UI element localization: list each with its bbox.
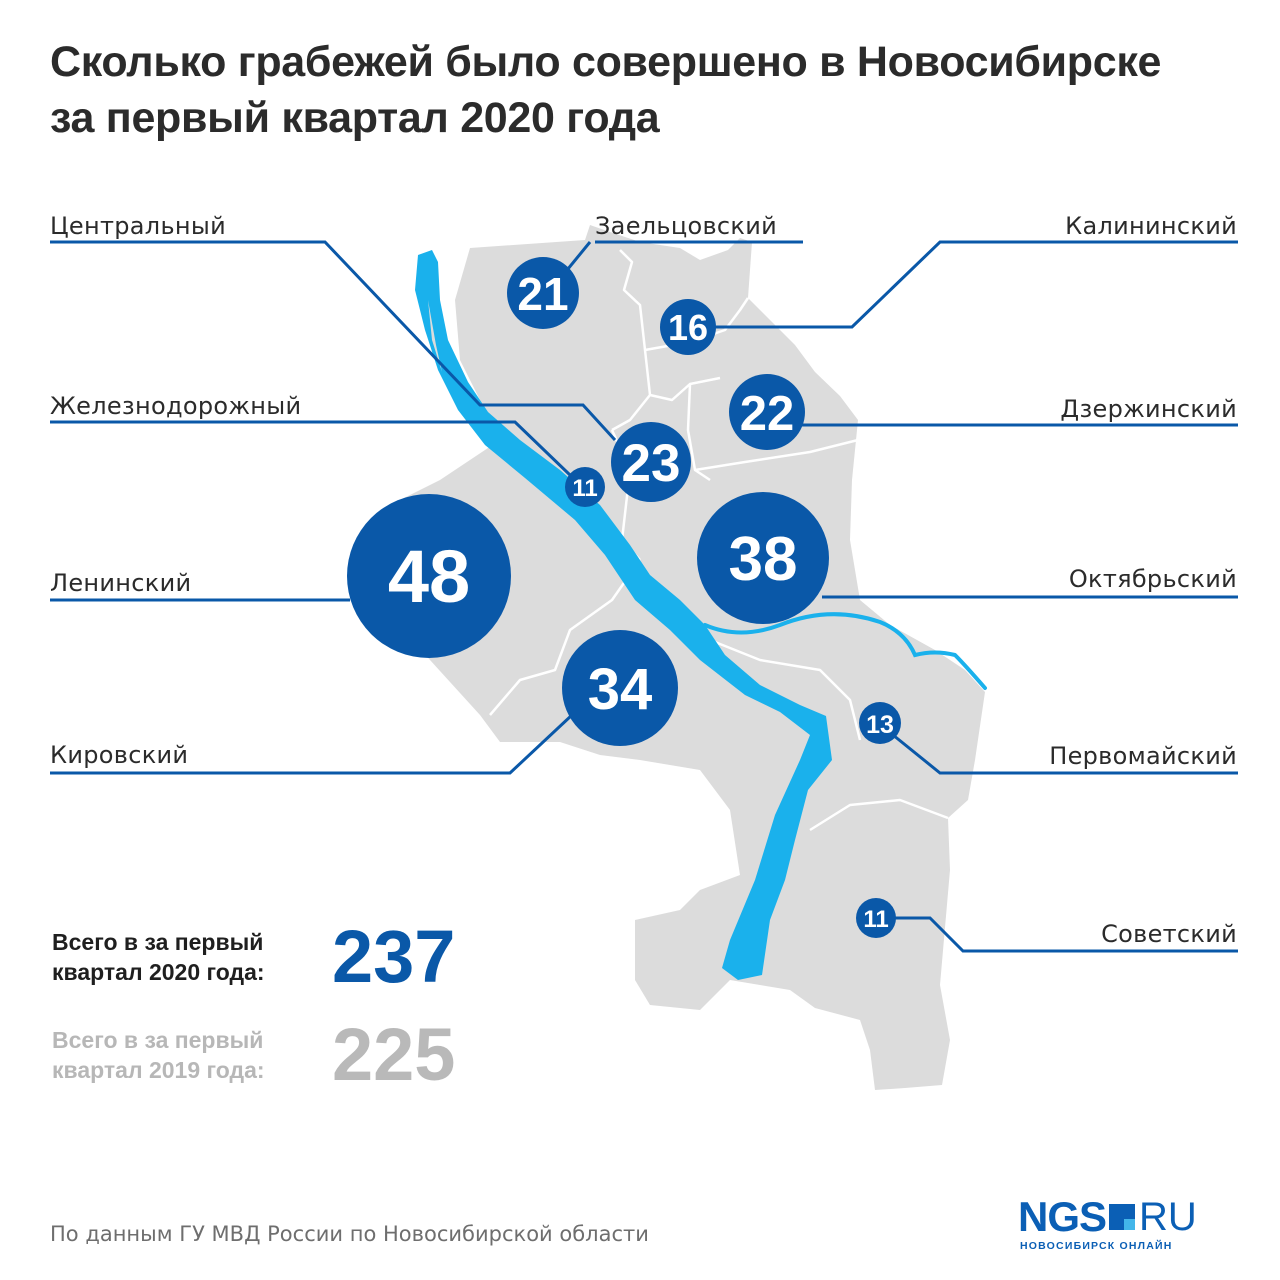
total-2020-value: 237 (332, 915, 456, 998)
label-pervomaysky: Первомайский (1049, 742, 1237, 770)
title-line-1: Сколько грабежей было совершено в Новоси… (50, 38, 1162, 86)
bubble-kalininsky: 16 (660, 299, 716, 355)
page-title: Сколько грабежей было совершено в Новоси… (50, 34, 1250, 146)
bubble-zaeltsovsky: 21 (507, 257, 579, 329)
label-sovetsky: Советский (1101, 920, 1237, 948)
bubble-leninsky: 48 (347, 494, 511, 658)
logo-square-icon (1109, 1204, 1136, 1230)
total-2019-label: Всего в за первый квартал 2019 года: (52, 1027, 265, 1083)
label-leninsky: Ленинский (50, 569, 191, 597)
value-kalininsky: 16 (668, 307, 708, 348)
logo-brand: NGS (1018, 1193, 1107, 1240)
total-2019: Всего в за первый квартал 2019 года: 225 (52, 1018, 472, 1092)
bubble-kirovsky: 34 (562, 630, 678, 746)
total-2019-value: 225 (332, 1013, 456, 1096)
bubble-sovetsky: 11 (856, 898, 896, 938)
title-line-2: за первый квартал 2020 года (50, 94, 660, 142)
bubble-tsentralny: 23 (611, 422, 691, 502)
label-zaeltsovsky: Заельцовский (595, 212, 777, 240)
value-dzerzhinsky: 22 (740, 387, 795, 441)
value-pervomaysky: 13 (866, 711, 894, 739)
value-leninsky: 48 (388, 535, 470, 618)
logo-domain: RU (1139, 1195, 1197, 1239)
label-kirovsky: Кировский (50, 741, 188, 769)
bubble-dzerzhinsky: 22 (729, 374, 805, 450)
bubble-zheleznodorozhny: 11 (565, 467, 605, 507)
leader-lines (50, 240, 1238, 953)
inya-river (703, 612, 987, 690)
bubble-oktyabrsky: 38 (697, 492, 829, 624)
label-kalininsky: Калининский (1065, 212, 1237, 240)
bubble-pervomaysky: 13 (859, 702, 901, 744)
label-oktyabrsky: Октябрьский (1069, 565, 1237, 593)
total-2020-label: Всего в за первый квартал 2020 года: (52, 929, 265, 985)
label-zheleznodorozhny: Железнодорожный (50, 392, 301, 420)
label-dzerzhinsky: Дзержинский (1060, 395, 1237, 423)
value-sovetsky: 11 (863, 906, 888, 933)
label-tsentralny: Центральный (50, 212, 226, 240)
source-note: По данным ГУ МВД России по Новосибирской… (50, 1222, 649, 1246)
total-2020: Всего в за первый квартал 2020 года: 237 (52, 920, 472, 994)
ngs-logo[interactable]: NGS RU НОВОСИБИРСК ОНЛАЙН (1018, 1196, 1240, 1258)
logo-subtitle: НОВОСИБИРСК ОНЛАЙН (1020, 1240, 1173, 1252)
city-territory (370, 225, 985, 1090)
value-zaeltsovsky: 21 (517, 268, 568, 320)
value-kirovsky: 34 (588, 657, 653, 722)
value-zheleznodorozhny: 11 (572, 475, 597, 502)
value-tsentralny: 23 (622, 434, 681, 493)
value-oktyabrsky: 38 (729, 525, 798, 594)
